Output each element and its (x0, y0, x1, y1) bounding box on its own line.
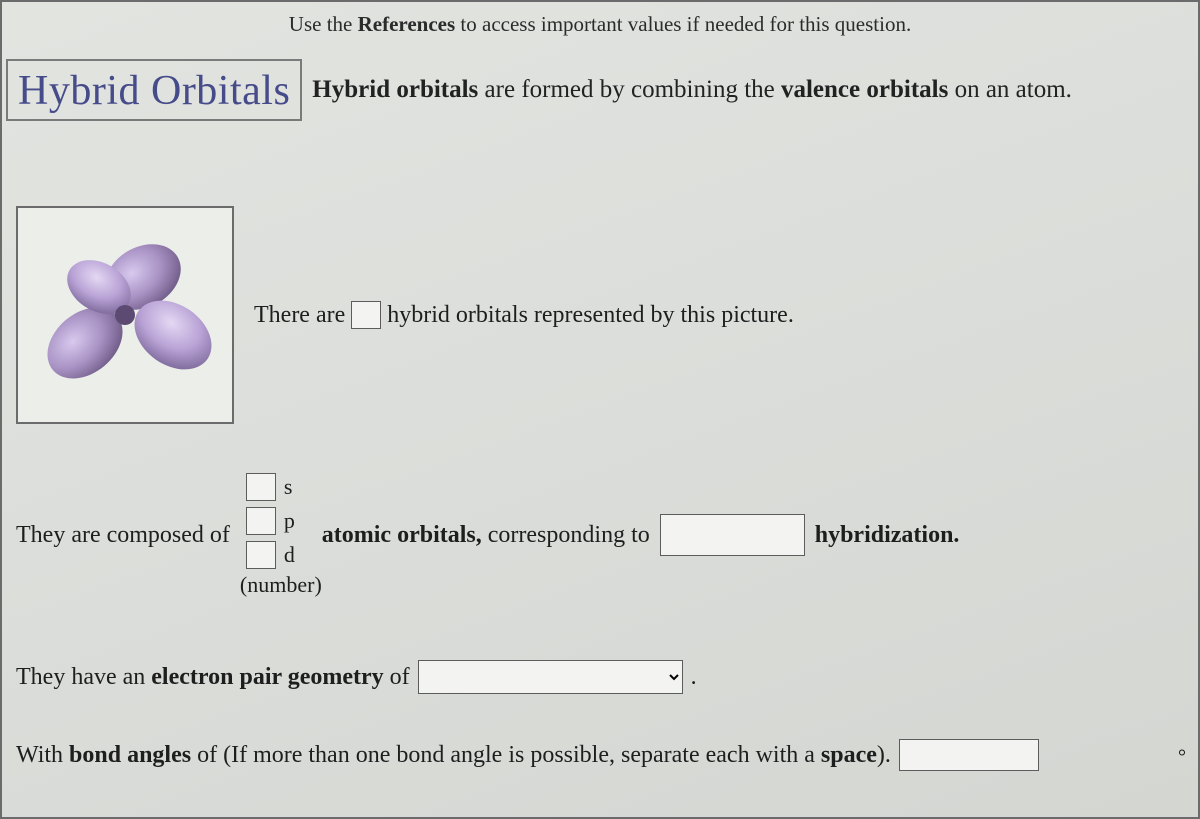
geometry-select[interactable] (418, 660, 683, 694)
references-note: Use the References to access important v… (2, 2, 1198, 37)
header-b1: Hybrid orbitals (312, 76, 478, 103)
s-label: s (284, 474, 293, 500)
d-label: d (284, 542, 295, 568)
orbital-count-input[interactable] (351, 301, 381, 329)
row2-mid1: atomic orbitals, corresponding to (322, 522, 650, 549)
header-t2: on an atom. (948, 76, 1072, 103)
row-composition: They are composed of s p d (16, 472, 1184, 598)
d-count-input[interactable] (246, 541, 276, 569)
row1-pre: There are (254, 302, 345, 329)
title-box: Hybrid Orbitals (6, 59, 302, 121)
header-row: Hybrid Orbitals Hybrid orbitals are form… (2, 59, 1198, 121)
row-bond-angles: With bond angles of (If more than one bo… (16, 739, 1184, 771)
references-post: to access important values if needed for… (455, 12, 911, 36)
row3-text: They have an electron pair geometry of (16, 664, 410, 691)
row-orbital-count: There are hybrid orbitals represented by… (16, 206, 1184, 424)
spd-line-d: d (246, 540, 295, 570)
header-sentence: Hybrid orbitals are formed by combining … (312, 76, 1072, 104)
hybridization-input[interactable] (660, 514, 805, 556)
degree-symbol: ° (1178, 746, 1186, 769)
spd-column: s p d (number) (240, 472, 322, 598)
bond-angles-input[interactable] (899, 739, 1039, 771)
row4-text: With bond angles of (If more than one bo… (16, 742, 891, 769)
p-label: p (284, 508, 295, 534)
spd-line-s: s (246, 472, 293, 502)
number-caption: (number) (240, 572, 322, 598)
row-geometry: They have an electron pair geometry of . (16, 660, 1184, 694)
s-count-input[interactable] (246, 473, 276, 501)
row3-period: . (691, 664, 697, 691)
spd-line-p: p (246, 506, 295, 536)
row2-tail: hybridization. (815, 522, 960, 549)
orbital-image-box (16, 206, 234, 424)
row2-right: atomic orbitals, corresponding to hybrid… (322, 514, 960, 556)
references-bold: References (358, 12, 456, 36)
page-title: Hybrid Orbitals (18, 68, 290, 114)
header-t1: are formed by combining the (478, 76, 781, 103)
orbital-count-sentence: There are hybrid orbitals represented by… (254, 301, 794, 329)
p-count-input[interactable] (246, 507, 276, 535)
orbital-icon (25, 215, 225, 415)
header-b2: valence orbitals (781, 76, 948, 103)
row2-lead: They are composed of (16, 522, 230, 549)
row1-post: hybrid orbitals represented by this pict… (387, 302, 794, 329)
references-pre: Use the (289, 12, 358, 36)
